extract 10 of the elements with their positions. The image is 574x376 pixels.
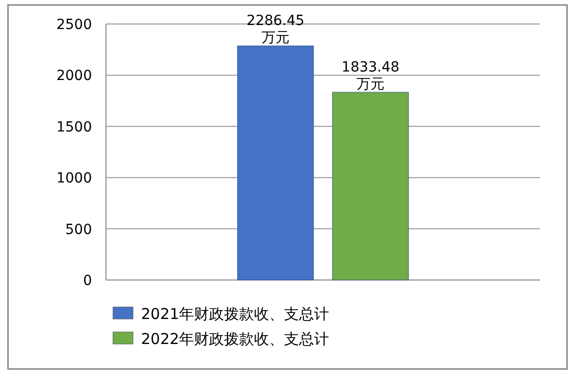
y-tick-label: 2500	[56, 17, 92, 33]
legend-label: 2022年财政拨款收、支总计	[141, 330, 330, 348]
y-tick-label: 500	[65, 222, 92, 238]
y-tick-label: 0	[83, 273, 92, 289]
y-tick-label: 2000	[56, 68, 92, 84]
y-tick-label: 1500	[56, 119, 92, 136]
y-tick-label: 1000	[56, 170, 92, 187]
data-label: 1833.48 万元	[342, 59, 400, 92]
data-label: 2286.45 万元	[246, 12, 304, 46]
legend-label: 2021年财政拨款收、支总计	[141, 305, 330, 323]
